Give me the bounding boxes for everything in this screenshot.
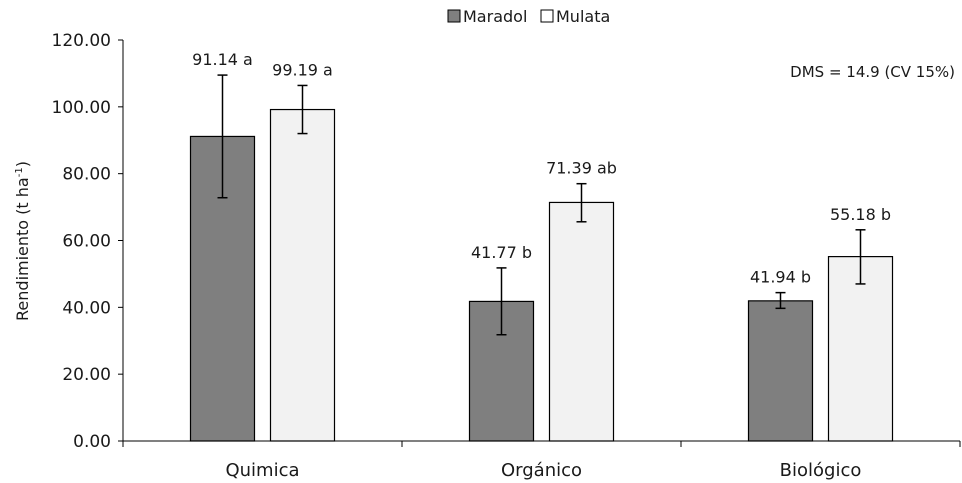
category-label: Quimica	[225, 460, 299, 481]
legend-label-mulata: Mulata	[556, 7, 610, 26]
legend-label-maradol: Maradol	[463, 7, 527, 26]
labels: Quimica 91.14 a 99.19 a Orgánico 41.77 b 71.3…	[192, 50, 891, 481]
y-axis-title-end: )	[13, 161, 32, 167]
y-tick-label: 80.00	[62, 165, 111, 185]
bar-maradol	[747, 300, 814, 442]
category-label: Orgánico	[501, 460, 582, 481]
category-label: Biológico	[780, 460, 862, 481]
legend-item-mulata: Mulata	[540, 7, 610, 26]
data-label: 55.18 b	[830, 205, 891, 224]
y-axis-title: Rendimiento (t ha-1)	[13, 161, 32, 321]
bar-mulata	[269, 108, 336, 442]
data-label: 91.14 a	[192, 50, 253, 69]
y-tick-label: 20.00	[62, 365, 111, 385]
dms-annotation: DMS = 14.9 (CV 15%)	[790, 63, 955, 81]
y-tick-label: 40.00	[62, 298, 111, 318]
data-label: 71.39 ab	[546, 159, 617, 178]
bar-mulata	[827, 256, 894, 442]
data-label: 99.19 a	[272, 60, 333, 79]
legend: Maradol Mulata	[447, 7, 610, 26]
y-tick-label: 120.00	[52, 31, 111, 51]
y-axis-title-sup: -1	[14, 167, 25, 177]
bars	[189, 74, 894, 442]
bar-mulata	[548, 201, 615, 442]
legend-swatch-maradol	[447, 9, 461, 23]
bar-maradol	[189, 135, 256, 442]
y-tick-label: 0.00	[73, 432, 111, 452]
axes: 0.00 20.00 40.00 60.00 80.00 100.00 120.00	[52, 31, 961, 452]
data-label: 41.77 b	[471, 243, 532, 262]
y-tick-label: 100.00	[52, 98, 111, 118]
legend-swatch-mulata	[540, 9, 554, 23]
legend-item-maradol: Maradol	[447, 7, 527, 26]
data-label: 41.94 b	[750, 268, 811, 287]
y-axis-title-main: Rendimiento (t ha	[13, 177, 32, 321]
y-tick-label: 60.00	[62, 232, 111, 252]
